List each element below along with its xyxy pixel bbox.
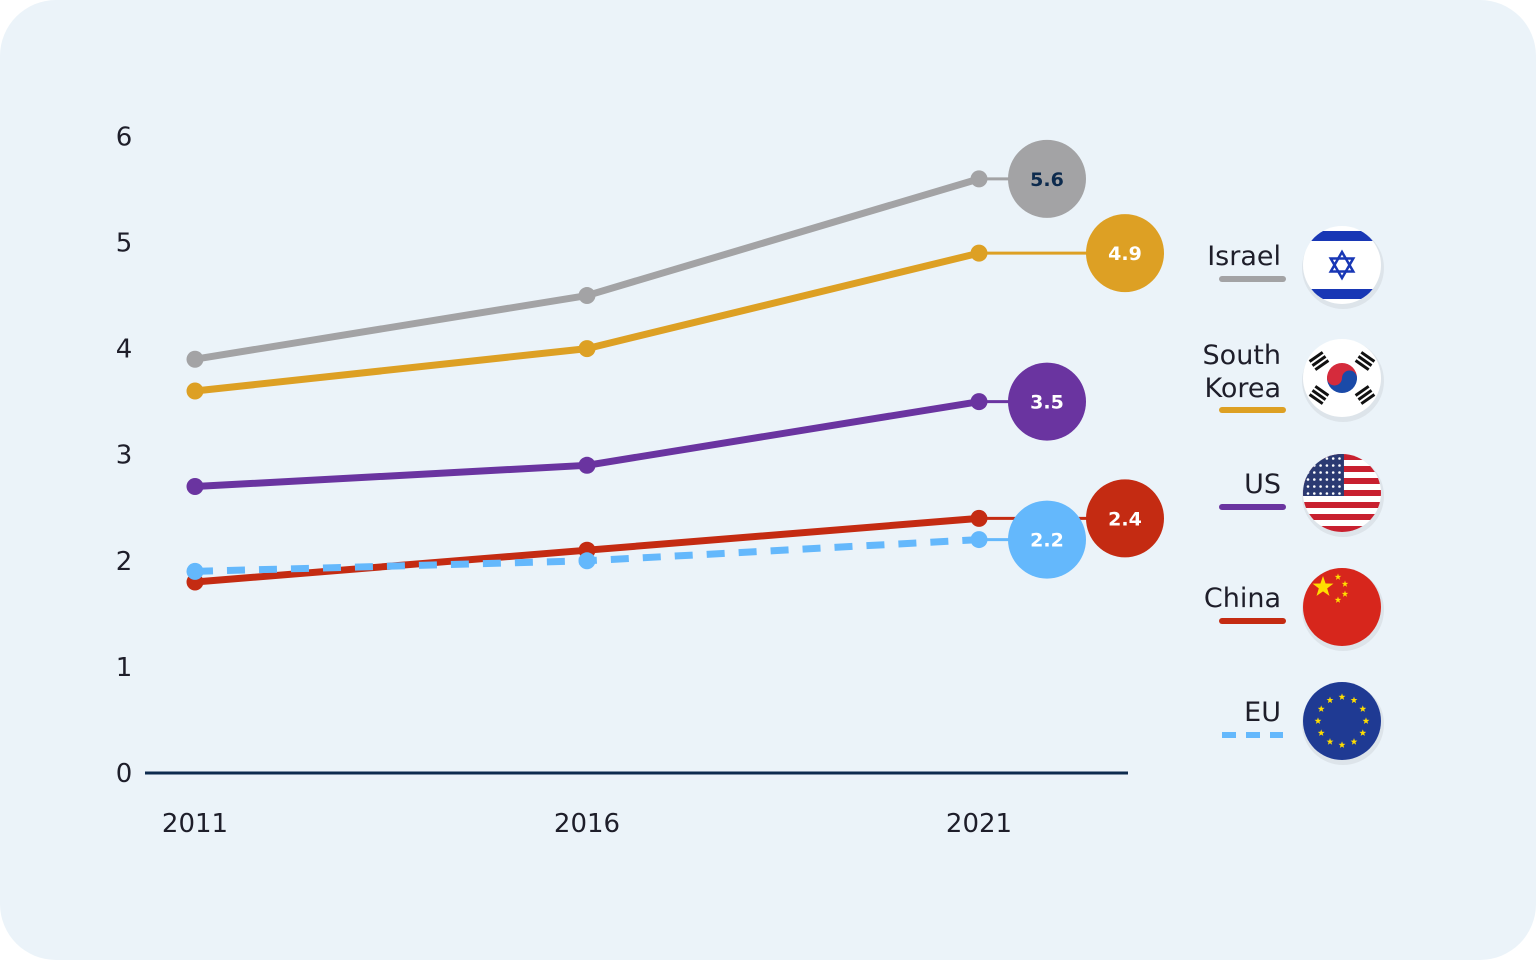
end-label-value: 3.5	[1030, 392, 1064, 414]
data-point	[970, 244, 988, 262]
y-tick-label: 4	[116, 335, 133, 365]
legend-label: China	[1204, 583, 1281, 614]
data-point	[970, 393, 988, 411]
x-tick-label: 2011	[162, 809, 228, 839]
end-label-china: 2.4	[1086, 479, 1164, 558]
legend-label: Israel	[1207, 241, 1281, 272]
us-flag-icon	[1302, 454, 1384, 537]
legend-label: US	[1244, 469, 1281, 500]
end-label-south-korea: 4.9	[1086, 214, 1164, 293]
end-label-value: 2.2	[1030, 530, 1064, 552]
legend-item-china: China	[1204, 568, 1384, 651]
data-point	[970, 531, 988, 549]
end-label-bubble	[1086, 214, 1164, 293]
series-layer	[186, 170, 1125, 591]
end-label-value: 4.9	[1108, 243, 1142, 265]
china-flag-icon	[1302, 568, 1384, 651]
series-israel	[186, 170, 1047, 368]
end-label-value: 5.6	[1030, 169, 1064, 191]
data-point	[578, 456, 596, 474]
legend-item-israel: Israel	[1207, 226, 1384, 309]
data-point	[578, 340, 596, 358]
y-tick-label: 0	[116, 759, 133, 789]
end-label-bubble	[1008, 139, 1086, 218]
legend-label: South	[1203, 340, 1281, 371]
y-tick-label: 3	[116, 441, 133, 471]
end-label-bubble	[1008, 362, 1086, 441]
end-label-bubble	[1008, 500, 1086, 579]
data-point	[578, 552, 596, 570]
end-labels: 5.6 4.9 3.5 2.4 2.2	[1008, 139, 1164, 579]
legend-item-eu: EU	[1222, 682, 1384, 765]
x-axis: 2011 2016 2021	[162, 809, 1012, 839]
series-china	[186, 509, 1125, 591]
series-eu	[186, 531, 1047, 580]
legend-item-us: US	[1219, 454, 1384, 537]
legend-label: Korea	[1204, 373, 1281, 404]
data-point	[578, 287, 596, 305]
data-point	[186, 478, 204, 496]
series-line	[191, 249, 983, 395]
series-south-korea	[186, 244, 1125, 400]
end-label-us: 3.5	[1008, 362, 1086, 441]
end-label-eu: 2.2	[1008, 500, 1086, 579]
data-point	[186, 382, 204, 400]
y-tick-label: 5	[116, 229, 133, 259]
y-tick-label: 1	[116, 653, 133, 683]
end-label-israel: 5.6	[1008, 139, 1086, 218]
data-point	[186, 562, 204, 580]
y-axis: 0 1 2 3 4 5 6	[116, 122, 133, 789]
y-tick-label: 2	[116, 547, 133, 577]
end-label-value: 2.4	[1108, 508, 1142, 530]
end-label-bubble	[1086, 479, 1164, 558]
y-tick-label: 6	[116, 122, 133, 152]
data-point	[186, 350, 204, 368]
israel-flag-icon	[1302, 226, 1384, 309]
south-korea-flag-icon	[1302, 339, 1384, 422]
data-point	[970, 509, 988, 527]
legend-label: EU	[1244, 697, 1281, 728]
data-point	[970, 170, 988, 188]
x-tick-label: 2016	[554, 809, 620, 839]
eu-flag-icon	[1302, 682, 1384, 765]
series-line	[191, 175, 983, 363]
x-tick-label: 2021	[946, 809, 1012, 839]
series-us	[186, 393, 1047, 496]
